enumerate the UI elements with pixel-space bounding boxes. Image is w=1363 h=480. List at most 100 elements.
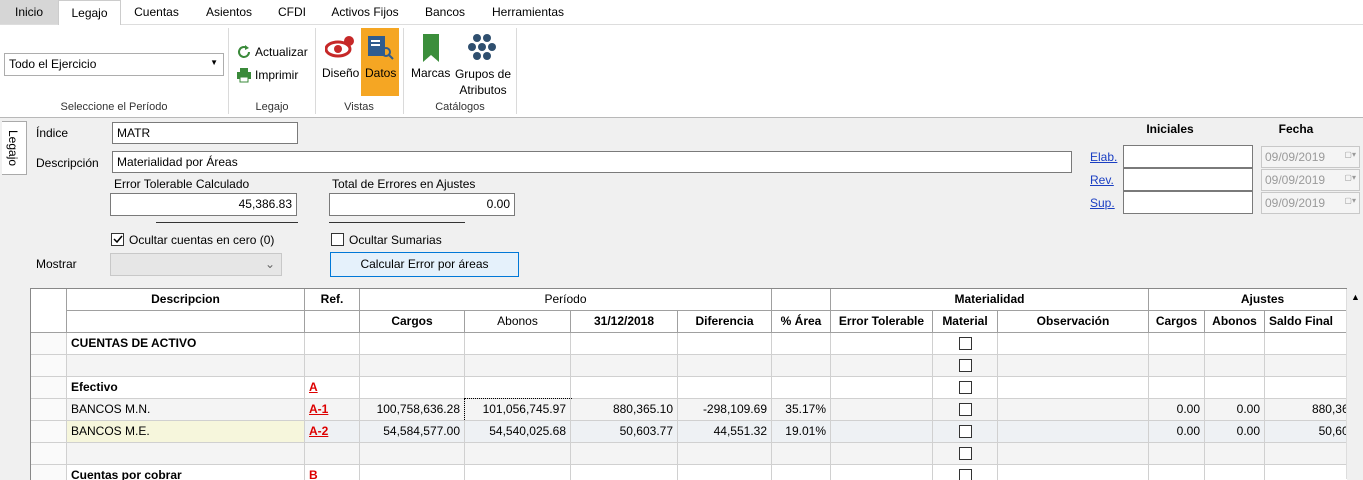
ribbon-tab[interactable]: Asientos (205, 5, 253, 19)
grid-cell (772, 377, 831, 399)
grid-cell (1265, 377, 1347, 399)
marks-icon (423, 34, 439, 62)
account-name: BANCOS M.E. (67, 421, 305, 443)
initials-input[interactable] (1123, 145, 1253, 168)
column-header: Ref. (305, 289, 360, 311)
grid-cell (998, 399, 1149, 421)
grid-cell (465, 465, 571, 480)
grid-cell: 0.00 (1205, 399, 1265, 421)
print-button[interactable]: Imprimir (255, 68, 299, 82)
ribbon-tab[interactable]: Inicio (0, 0, 58, 24)
data-button[interactable]: Datos (365, 66, 397, 80)
grid-cell (1205, 465, 1265, 480)
grid-cell (1205, 333, 1265, 355)
date-dropdown: ▢▾ (1344, 150, 1356, 159)
marks-button[interactable]: Marcas (411, 66, 451, 80)
grid-cell (933, 465, 998, 480)
grid-cell (465, 443, 571, 465)
print-icon (237, 68, 251, 83)
group-label: Vistas (344, 101, 374, 113)
hide-zero-checkbox[interactable] (111, 233, 124, 246)
checkbox-label: Ocultar cuentas en cero (0) (129, 233, 275, 247)
tolerable-input[interactable]: 45,386.83 (110, 193, 297, 216)
grid-cell: 0.00 (1205, 421, 1265, 443)
ribbon-tab[interactable]: Bancos (424, 5, 466, 19)
reference-link[interactable]: A-2 (305, 421, 360, 443)
signature-link[interactable]: Sup. (1090, 196, 1115, 210)
field-label: Descripción (36, 156, 99, 170)
period-select[interactable]: Todo el Ejercicio ▼ (4, 53, 224, 76)
reference-link[interactable] (305, 355, 360, 377)
account-name (67, 443, 305, 465)
grid-cell (1205, 443, 1265, 465)
account-name: Efectivo (67, 377, 305, 399)
row-header (31, 355, 67, 377)
grid-cell (831, 399, 933, 421)
row-header (31, 377, 67, 399)
signature-link[interactable]: Rev. (1090, 173, 1114, 187)
reference-link[interactable] (305, 443, 360, 465)
grid-cell (1265, 465, 1347, 480)
ribbon-tab[interactable]: Activos Fijos (331, 5, 399, 19)
material-checkbox[interactable] (959, 469, 972, 480)
grid-cell (360, 377, 465, 399)
row-header (31, 289, 67, 333)
ribbon-tab[interactable]: Cuentas (134, 5, 179, 19)
hide-summaries-checkbox[interactable] (331, 233, 344, 246)
description-input[interactable]: Materialidad por Áreas (112, 151, 1072, 173)
column-header: Fecha (1278, 122, 1314, 136)
grid-cell (998, 333, 1149, 355)
scrollbar[interactable]: ▲ (1346, 289, 1363, 479)
reference-link[interactable]: A (305, 377, 360, 399)
material-checkbox[interactable] (959, 381, 972, 394)
index-input[interactable]: MATR (112, 122, 298, 144)
calc-button[interactable]: Calcular Error por áreas (330, 252, 519, 277)
grid-cell (933, 333, 998, 355)
initials-input[interactable] (1123, 191, 1253, 214)
grid-cell: 54,584,577.00 (360, 421, 465, 443)
grid-cell (772, 355, 831, 377)
group-label: Seleccione el Período (60, 101, 168, 113)
group-header: Período (360, 289, 772, 311)
material-checkbox[interactable] (959, 447, 972, 460)
refresh-button[interactable]: Actualizar (255, 45, 308, 59)
date-picker[interactable]: 09/09/2019 ▢▾ (1261, 169, 1360, 191)
material-checkbox[interactable] (959, 337, 972, 350)
grid-cell (1149, 377, 1205, 399)
material-checkbox[interactable] (959, 359, 972, 372)
ribbon-tab[interactable]: Legajo (58, 0, 121, 25)
show-select[interactable]: ⌄ (110, 253, 282, 276)
material-checkbox[interactable] (959, 403, 972, 416)
period-value: Todo el Ejercicio (9, 57, 97, 71)
account-name (67, 355, 305, 377)
grid-cell: 0.00 (1149, 399, 1205, 421)
total-errors-input[interactable]: 0.00 (329, 193, 515, 216)
grid-cell (465, 333, 571, 355)
side-tab[interactable]: Legajo (2, 121, 27, 175)
date-picker[interactable]: 09/09/2019 ▢▾ (1261, 192, 1360, 214)
grid-cell (831, 377, 933, 399)
account-name: Cuentas por cobrar (67, 465, 305, 480)
grid-cell (465, 377, 571, 399)
grid-cell: 100,758,636.28 (360, 399, 465, 421)
account-name: BANCOS M.N. (67, 399, 305, 421)
column-header: Saldo Final (1265, 311, 1347, 333)
reference-link[interactable]: B (305, 465, 360, 480)
design-icon (325, 36, 354, 58)
reference-link[interactable] (305, 333, 360, 355)
signature-link[interactable]: Elab. (1090, 150, 1118, 164)
initials-input[interactable] (1123, 168, 1253, 191)
grid-cell (360, 465, 465, 480)
ribbon-tab[interactable]: CFDI (278, 5, 306, 19)
column-header (67, 311, 305, 333)
ribbon-tab[interactable]: Herramientas (491, 5, 565, 19)
design-button[interactable]: Diseño (322, 66, 360, 80)
grid-cell (678, 355, 772, 377)
date-picker[interactable]: 09/09/2019 ▢▾ (1261, 146, 1360, 168)
column-header (305, 311, 360, 333)
attr-groups-button[interactable]: Grupos de Atributos (454, 67, 512, 97)
material-checkbox[interactable] (959, 425, 972, 438)
reference-link[interactable]: A-1 (305, 399, 360, 421)
tab-strip: Inicio Legajo Cuentas Asientos CFDI Activos F… (0, 0, 1363, 25)
group-header: Ajustes (1149, 289, 1347, 311)
